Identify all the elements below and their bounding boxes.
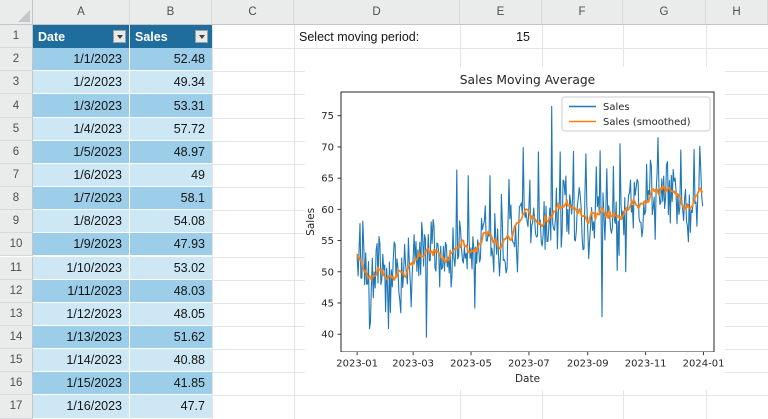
sales-cell[interactable]: 51.62: [130, 326, 212, 349]
x-axis-label: Date: [515, 373, 540, 385]
row-header-11[interactable]: 11: [0, 257, 33, 280]
row-header-16[interactable]: 16: [0, 372, 33, 395]
filter-dropdown-button-date[interactable]: [113, 30, 126, 43]
x-tick-label: 2023-07: [508, 359, 550, 370]
sales-cell[interactable]: 41.85: [130, 372, 212, 395]
date-cell[interactable]: 1/14/2023: [33, 349, 130, 372]
column-header-g[interactable]: G: [623, 0, 706, 25]
date-cell[interactable]: 1/2/2023: [33, 71, 130, 94]
x-tick-label: 2023-05: [450, 359, 492, 370]
x-tick-label: 2023-01: [336, 359, 378, 370]
row-header-5[interactable]: 5: [0, 118, 33, 141]
column-header-c[interactable]: C: [212, 0, 294, 25]
date-cell[interactable]: 1/7/2023: [33, 187, 130, 210]
sales-cell[interactable]: 40.88: [130, 349, 212, 372]
row-header-2[interactable]: 2: [0, 48, 33, 71]
y-tick-label: 70: [321, 142, 334, 153]
date-cell[interactable]: 1/1/2023: [33, 48, 130, 71]
row-header-9[interactable]: 9: [0, 210, 33, 233]
x-tick-label: 2024-01: [683, 359, 725, 370]
y-tick-label: 40: [321, 330, 334, 341]
date-cell[interactable]: 1/4/2023: [33, 118, 130, 141]
sales-line: [357, 106, 702, 337]
column-header-e[interactable]: E: [460, 0, 542, 25]
chart-figure[interactable]: 2023-01 2023-03 2023-05 2023-07 2023-09 2023-…: [305, 67, 725, 390]
sales-cell[interactable]: 49.34: [130, 71, 212, 94]
date-cell[interactable]: 1/9/2023: [33, 233, 130, 256]
column-header-a[interactable]: A: [33, 0, 130, 25]
sales-cell[interactable]: 47.7: [130, 395, 212, 418]
date-cell[interactable]: 1/3/2023: [33, 94, 130, 117]
table-header-label: Date: [38, 30, 65, 44]
row-header-7[interactable]: 7: [0, 164, 33, 187]
date-cell[interactable]: 1/5/2023: [33, 141, 130, 164]
select-all-corner[interactable]: [0, 0, 33, 25]
row-header-10[interactable]: 10: [0, 233, 33, 256]
row-header-17[interactable]: 17: [0, 395, 33, 418]
x-tick-label: 2023-09: [567, 359, 609, 370]
filter-arrow-icon: [117, 35, 123, 39]
date-cell[interactable]: 1/8/2023: [33, 210, 130, 233]
row-header-12[interactable]: 12: [0, 280, 33, 303]
sales-cell[interactable]: 53.02: [130, 257, 212, 280]
date-cell[interactable]: 1/6/2023: [33, 164, 130, 187]
sales-cell[interactable]: 57.72: [130, 118, 212, 141]
y-tick-label: 60: [321, 205, 334, 216]
row-header-3[interactable]: 3: [0, 71, 33, 94]
row-header-4[interactable]: 4: [0, 94, 33, 117]
x-tick-label: 2023-03: [392, 359, 434, 370]
y-tick-label: 55: [321, 236, 334, 247]
sales-moving-average-chart: 2023-01 2023-03 2023-05 2023-07 2023-09 2023-…: [305, 67, 725, 390]
sales-cell[interactable]: 48.03: [130, 280, 212, 303]
gridline: [294, 25, 295, 419]
y-axis-label: Sales: [305, 208, 317, 236]
sales-cell[interactable]: 53.31: [130, 94, 212, 117]
y-tick-label: 45: [321, 299, 334, 310]
sales-cell[interactable]: 47.93: [130, 233, 212, 256]
row-header-15[interactable]: 15: [0, 349, 33, 372]
date-cell[interactable]: 1/11/2023: [33, 280, 130, 303]
moving-period-value-cell[interactable]: 15: [460, 25, 542, 48]
date-cell[interactable]: 1/10/2023: [33, 257, 130, 280]
sales-cell[interactable]: 58.1: [130, 187, 212, 210]
table-header-label: Sales: [135, 30, 168, 44]
y-tick-label: 65: [321, 174, 334, 185]
legend-label: Sales: [603, 102, 630, 113]
spreadsheet: ABCDEFGH 1234567891011121314151617 Selec…: [0, 0, 768, 419]
legend-label: Sales (smoothed): [603, 117, 691, 128]
date-cell[interactable]: 1/12/2023: [33, 303, 130, 326]
date-cell[interactable]: 1/13/2023: [33, 326, 130, 349]
sales-cell[interactable]: 54.08: [130, 210, 212, 233]
moving-period-label-cell[interactable]: Select moving period:: [294, 25, 460, 48]
column-header-b[interactable]: B: [130, 0, 212, 25]
x-tick-label: 2023-11: [625, 359, 667, 370]
row-header-14[interactable]: 14: [0, 326, 33, 349]
row-header-1[interactable]: 1: [0, 25, 33, 48]
gridline: [212, 25, 213, 419]
y-tick-label: 50: [321, 267, 334, 278]
date-cell[interactable]: 1/15/2023: [33, 372, 130, 395]
select-all-triangle-icon: [18, 10, 30, 22]
date-cell[interactable]: 1/16/2023: [33, 395, 130, 418]
row-header-13[interactable]: 13: [0, 303, 33, 326]
filter-arrow-icon: [199, 35, 205, 39]
row-header-6[interactable]: 6: [0, 141, 33, 164]
y-tick-label: 75: [321, 111, 334, 122]
column-header-f[interactable]: F: [542, 0, 623, 25]
sales-cell[interactable]: 48.97: [130, 141, 212, 164]
row-header-8[interactable]: 8: [0, 187, 33, 210]
column-header-d[interactable]: D: [294, 0, 460, 25]
sales-cell[interactable]: 49: [130, 164, 212, 187]
column-header-h[interactable]: H: [706, 0, 768, 25]
sales-cell[interactable]: 48.05: [130, 303, 212, 326]
filter-dropdown-button-sales[interactable]: [195, 30, 208, 43]
chart-title: Sales Moving Average: [460, 73, 595, 87]
sales-cell[interactable]: 52.48: [130, 48, 212, 71]
